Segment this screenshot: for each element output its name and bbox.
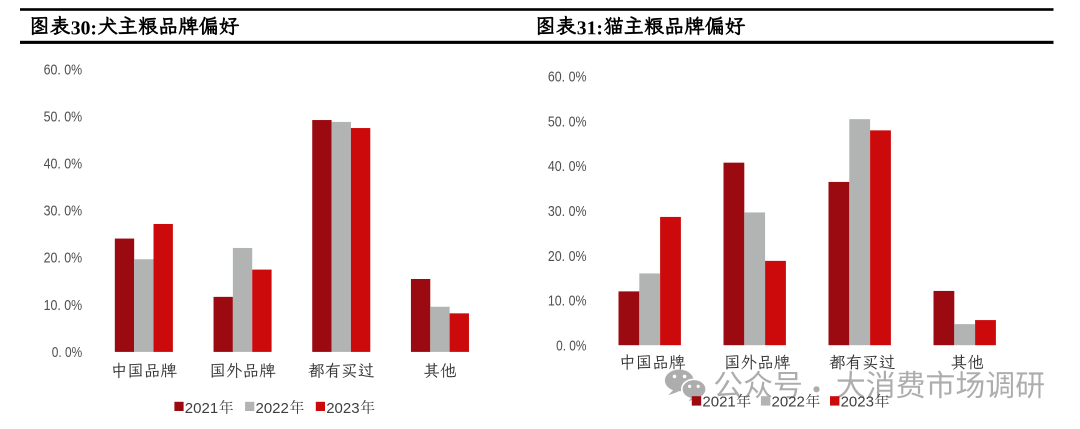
svg-text:2021: 2021 [702, 394, 735, 411]
svg-text:30. 0%: 30. 0% [44, 203, 83, 220]
svg-text:2023: 2023 [841, 394, 874, 411]
svg-text:60. 0%: 60. 0% [548, 69, 587, 86]
svg-text:2022: 2022 [256, 400, 289, 417]
svg-text:20. 0%: 20. 0% [548, 248, 587, 265]
svg-text:2023: 2023 [326, 400, 359, 417]
svg-text:60. 0%: 60. 0% [44, 62, 83, 79]
svg-text:10. 0%: 10. 0% [548, 293, 587, 310]
svg-text:0. 0%: 0. 0% [556, 338, 586, 355]
svg-text:50. 0%: 50. 0% [44, 109, 83, 126]
svg-text:10. 0%: 10. 0% [44, 297, 83, 314]
svg-text:50. 0%: 50. 0% [548, 113, 587, 130]
svg-text:20. 0%: 20. 0% [44, 250, 83, 267]
svg-text:2022: 2022 [772, 394, 805, 411]
svg-text:0. 0%: 0. 0% [52, 344, 82, 361]
svg-text:40. 0%: 40. 0% [548, 158, 587, 175]
svg-text:2021: 2021 [185, 400, 218, 417]
svg-text:40. 0%: 40. 0% [44, 156, 83, 173]
svg-text:30. 0%: 30. 0% [548, 203, 587, 220]
